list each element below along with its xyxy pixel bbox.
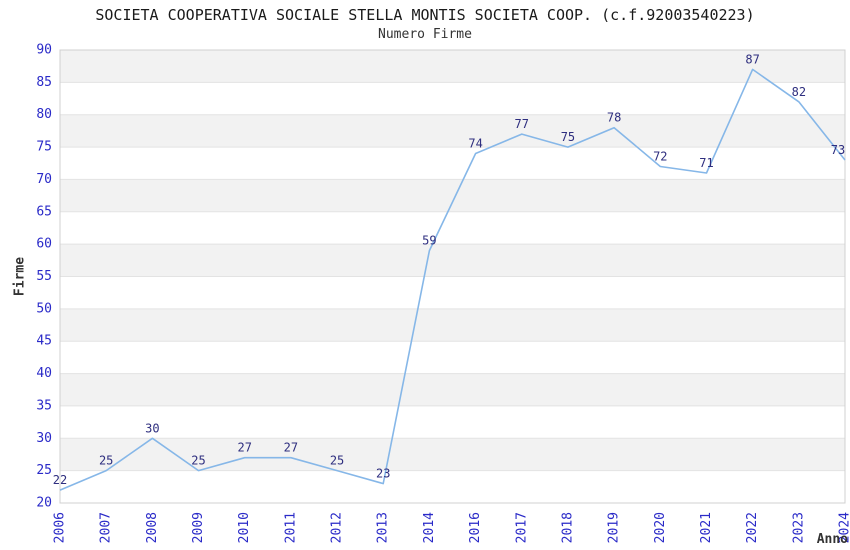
x-tick-label: 2010 xyxy=(237,512,252,543)
x-tick-label: 2009 xyxy=(191,512,206,543)
data-label: 25 xyxy=(99,454,113,468)
data-label: 25 xyxy=(330,454,344,468)
x-tick-label: 2020 xyxy=(653,512,668,543)
data-label: 73 xyxy=(831,143,845,157)
plot-band xyxy=(60,373,845,406)
y-tick-label: 70 xyxy=(36,172,52,187)
y-tick-label: 50 xyxy=(36,301,52,316)
plot-band xyxy=(60,308,845,342)
data-label: 27 xyxy=(284,441,298,455)
series-line xyxy=(59,68,846,491)
x-tick-label: 2019 xyxy=(607,512,622,543)
data-label: 77 xyxy=(515,117,529,131)
y-tick-label: 30 xyxy=(36,431,52,446)
y-tick-label: 65 xyxy=(36,204,52,219)
data-label: 22 xyxy=(53,473,67,487)
plot-band xyxy=(60,438,845,471)
x-tick-label: 2021 xyxy=(699,512,714,543)
y-axis-title: Firme xyxy=(13,257,28,296)
data-label: 82 xyxy=(792,85,806,99)
x-tick-label: 2012 xyxy=(330,512,345,543)
data-label: 23 xyxy=(376,467,390,481)
data-label: 25 xyxy=(191,454,205,468)
data-label: 30 xyxy=(145,421,159,435)
y-tick-label: 20 xyxy=(36,496,52,511)
x-tick-label: 2013 xyxy=(376,512,391,543)
y-tick-label: 85 xyxy=(36,75,52,90)
y-tick-label: 60 xyxy=(36,237,52,252)
chart-subtitle: Numero Firme xyxy=(378,27,472,42)
x-tick-label: 2022 xyxy=(745,512,760,543)
data-label: 72 xyxy=(653,149,667,163)
x-tick-label: 2008 xyxy=(145,512,160,543)
data-label: 27 xyxy=(237,441,251,455)
plot-band xyxy=(60,244,845,277)
y-tick-label: 75 xyxy=(36,140,52,155)
x-tick-label: 2017 xyxy=(514,512,529,543)
data-label: 75 xyxy=(561,130,575,144)
data-label: 74 xyxy=(468,137,482,151)
x-tick-label: 2018 xyxy=(560,512,575,543)
x-axis-title: Anno xyxy=(817,532,848,547)
y-tick-label: 25 xyxy=(36,463,52,478)
plot-band xyxy=(60,50,845,83)
x-tick-label: 2016 xyxy=(468,512,483,543)
x-tick-label: 2006 xyxy=(53,512,68,543)
y-tick-label: 45 xyxy=(36,334,52,349)
y-tick-label: 90 xyxy=(36,43,52,58)
x-tick-label: 2011 xyxy=(283,512,298,543)
y-tick-label: 80 xyxy=(36,107,52,122)
y-tick-label: 55 xyxy=(36,269,52,284)
x-tick-label: 2024 xyxy=(838,512,850,543)
plot-border xyxy=(59,49,846,504)
x-tick-label: 2014 xyxy=(422,512,437,543)
plot-band xyxy=(60,179,845,212)
y-tick-label: 35 xyxy=(36,398,52,413)
plot-band xyxy=(60,114,845,148)
data-label: 59 xyxy=(422,234,436,248)
y-tick-label: 40 xyxy=(36,366,52,381)
data-label: 71 xyxy=(699,156,713,170)
x-tick-label: 2007 xyxy=(99,512,114,543)
data-label: 78 xyxy=(607,111,621,125)
chart-title: SOCIETA COOPERATIVA SOCIALE STELLA MONTI… xyxy=(95,6,755,24)
data-label: 87 xyxy=(745,52,759,66)
x-tick-label: 2023 xyxy=(791,512,806,543)
